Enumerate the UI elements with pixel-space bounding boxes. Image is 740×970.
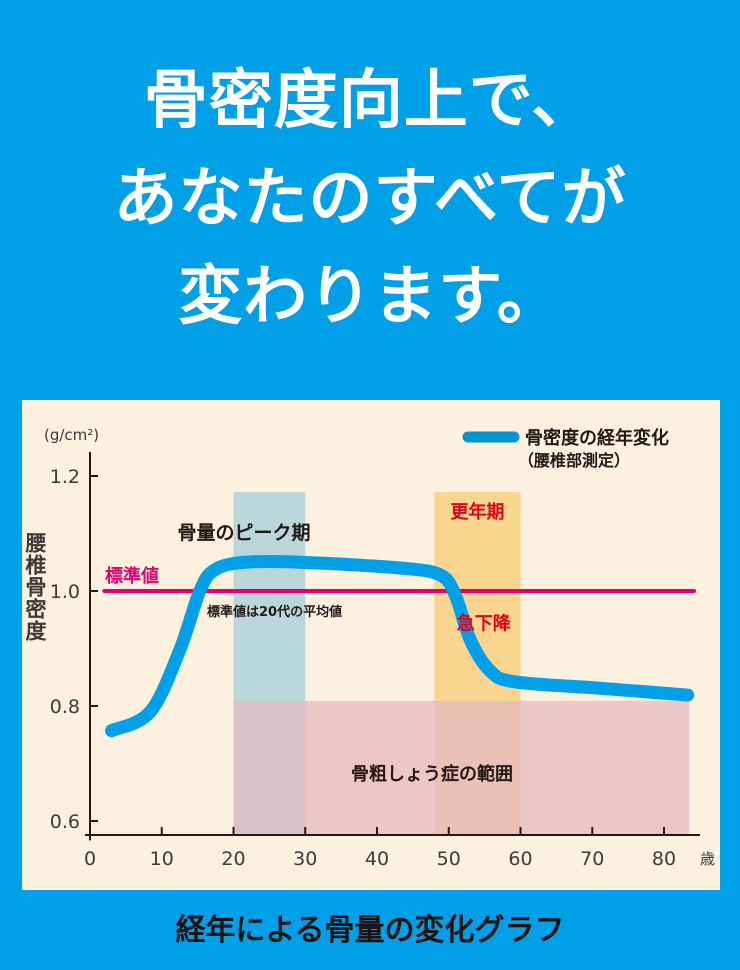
chart-caption: 経年による骨量の変化グラフ bbox=[175, 913, 565, 948]
bone-density-curve bbox=[105, 554, 695, 738]
x-tick-label: 30 bbox=[293, 848, 317, 870]
headline-line-3: 変わります。 bbox=[178, 260, 562, 334]
legend-sublabel: （腰椎部測定） bbox=[518, 451, 630, 470]
y-tick-label: 1.0 bbox=[50, 581, 80, 603]
x-tick-label: 60 bbox=[508, 848, 532, 870]
x-axis-label: 歳 bbox=[700, 850, 715, 868]
standard-note: 標準値は20代の平均値 bbox=[207, 604, 342, 620]
y-tick-label: 0.8 bbox=[50, 696, 80, 718]
osteoporosis-band-label: 骨粗しょう症の範囲 bbox=[351, 763, 513, 785]
menopause-band-label: 更年期 bbox=[450, 501, 504, 523]
x-tick-label: 20 bbox=[221, 848, 245, 870]
y-tick-label: 0.6 bbox=[50, 811, 80, 833]
peak-band-label: 骨量のピーク期 bbox=[177, 522, 310, 544]
band-2 bbox=[233, 700, 690, 836]
headline-line-1: 骨密度向上で、 bbox=[143, 64, 597, 138]
x-tick-label: 50 bbox=[437, 848, 461, 870]
x-tick-label: 0 bbox=[84, 848, 96, 870]
standard-label: 標準値 bbox=[105, 565, 159, 587]
y-unit-label: (g/cm²) bbox=[44, 426, 99, 444]
headline-line-2: あなたのすべてが bbox=[113, 162, 627, 236]
x-tick-label: 40 bbox=[365, 848, 389, 870]
y-tick-label: 1.2 bbox=[50, 466, 80, 488]
chart-panel: 骨量のピーク期 更年期骨粗しょう症の範囲 標準値標準値は20代の平均値 0.6 0.8 1… bbox=[22, 400, 720, 890]
x-tick-label: 70 bbox=[580, 848, 604, 870]
headline: 骨密度向上で、 あなたのすべてが 変わります。 bbox=[0, 52, 740, 346]
legend-label: 骨密度の経年変化 bbox=[525, 427, 669, 449]
y-axis-label: 腰椎骨密度 bbox=[23, 532, 47, 642]
sharp-drop-annotation: 急下降 bbox=[457, 612, 512, 634]
x-tick-label: 10 bbox=[150, 848, 174, 870]
x-tick-label: 80 bbox=[652, 848, 676, 870]
